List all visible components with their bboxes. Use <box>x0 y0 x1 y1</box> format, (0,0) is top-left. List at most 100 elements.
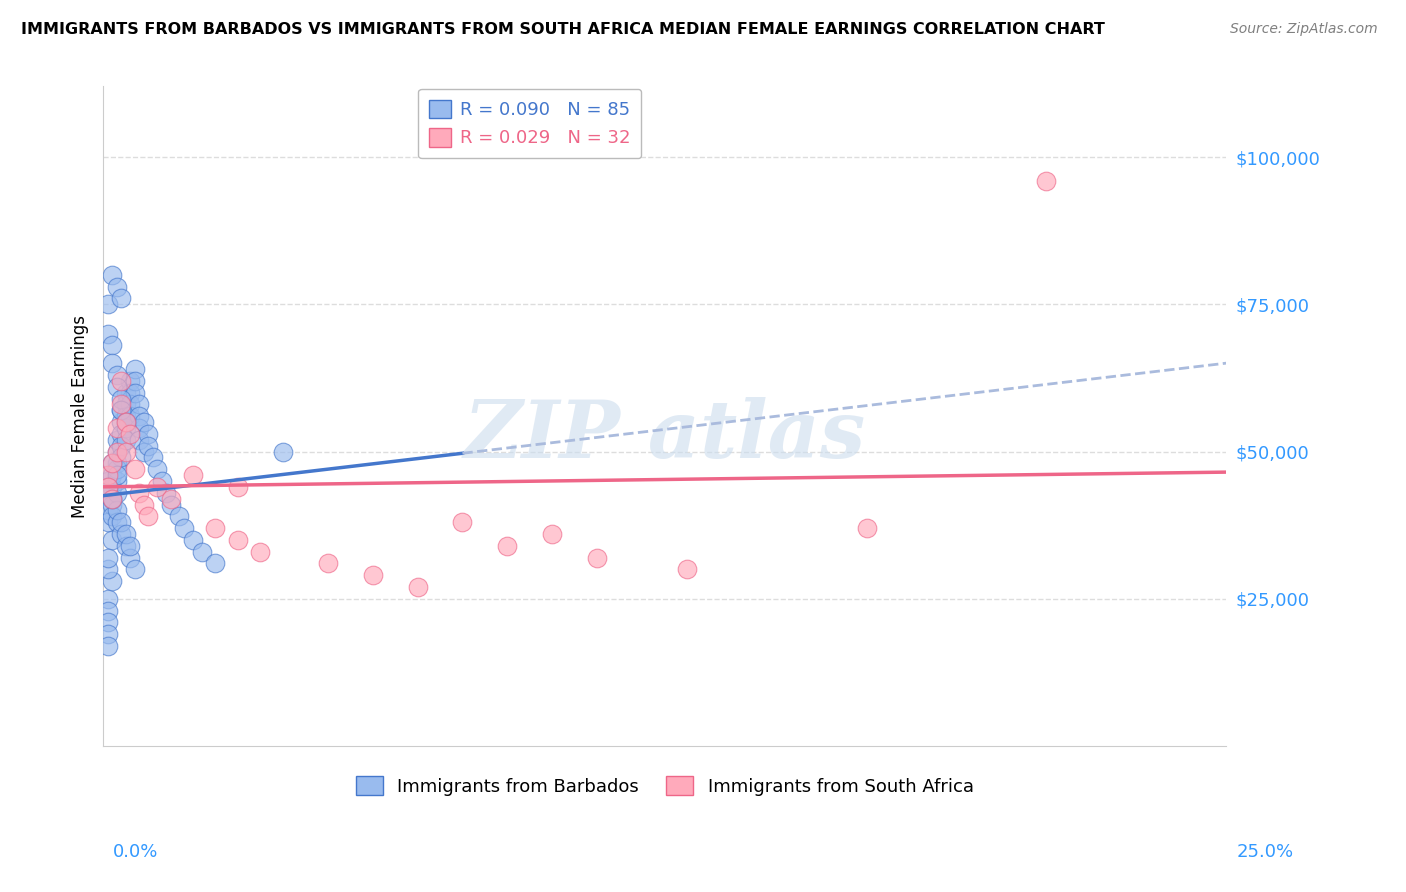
Point <box>271 444 294 458</box>
Point <box>128 485 150 500</box>
Point <box>97 515 120 529</box>
Point <box>496 539 519 553</box>
Text: 0.0%: 0.0% <box>112 843 157 861</box>
Point <box>120 409 142 424</box>
Point <box>110 439 132 453</box>
Point <box>110 515 132 529</box>
Point <box>101 491 124 506</box>
Point <box>110 450 132 465</box>
Point <box>97 591 120 606</box>
Point <box>128 421 150 435</box>
Point <box>105 368 128 382</box>
Point <box>249 544 271 558</box>
Point <box>181 468 204 483</box>
Point <box>114 539 136 553</box>
Text: Source: ZipAtlas.com: Source: ZipAtlas.com <box>1230 22 1378 37</box>
Point <box>406 580 429 594</box>
Point <box>132 444 155 458</box>
Point <box>676 562 699 576</box>
Point <box>169 509 191 524</box>
Point <box>101 456 124 470</box>
Point <box>110 426 132 441</box>
Point <box>105 462 128 476</box>
Point <box>141 450 163 465</box>
Y-axis label: Median Female Earnings: Median Female Earnings <box>72 315 89 517</box>
Point <box>110 527 132 541</box>
Point <box>105 456 128 470</box>
Point <box>120 426 142 441</box>
Point <box>97 639 120 653</box>
Point <box>105 433 128 447</box>
Text: IMMIGRANTS FROM BARBADOS VS IMMIGRANTS FROM SOUTH AFRICA MEDIAN FEMALE EARNINGS : IMMIGRANTS FROM BARBADOS VS IMMIGRANTS F… <box>21 22 1105 37</box>
Point <box>120 539 142 553</box>
Point <box>124 362 146 376</box>
Point <box>101 468 124 483</box>
Point <box>204 521 226 535</box>
Point <box>97 468 120 483</box>
Point <box>136 439 159 453</box>
Point <box>97 550 120 565</box>
Point <box>128 397 150 411</box>
Point <box>136 426 159 441</box>
Point <box>181 533 204 547</box>
Point <box>114 385 136 400</box>
Point <box>110 374 132 388</box>
Point <box>155 485 177 500</box>
Point <box>128 433 150 447</box>
Point <box>191 544 214 558</box>
Point <box>110 292 132 306</box>
Text: ZIP atlas: ZIP atlas <box>464 397 866 475</box>
Point <box>97 615 120 630</box>
Point <box>114 397 136 411</box>
Point <box>110 403 132 417</box>
Point <box>105 474 128 488</box>
Point <box>226 480 249 494</box>
Point <box>105 444 128 458</box>
Point <box>105 503 128 517</box>
Point <box>451 515 474 529</box>
Point <box>97 480 120 494</box>
Point <box>97 562 120 576</box>
Text: 25.0%: 25.0% <box>1236 843 1294 861</box>
Point <box>114 527 136 541</box>
Point <box>136 509 159 524</box>
Point <box>586 550 609 565</box>
Point <box>101 491 124 506</box>
Point <box>124 462 146 476</box>
Point <box>97 627 120 641</box>
Point <box>114 415 136 429</box>
Point <box>114 433 136 447</box>
Point <box>105 485 128 500</box>
Point <box>146 480 169 494</box>
Point <box>110 403 132 417</box>
Point <box>97 474 120 488</box>
Point <box>361 568 384 582</box>
Point <box>159 491 181 506</box>
Point <box>316 557 339 571</box>
Point <box>132 498 155 512</box>
Point <box>110 392 132 406</box>
Point <box>101 509 124 524</box>
Point <box>101 456 124 470</box>
Point <box>101 574 124 588</box>
Point <box>101 533 124 547</box>
Legend: Immigrants from Barbados, Immigrants from South Africa: Immigrants from Barbados, Immigrants fro… <box>349 769 981 803</box>
Point <box>110 415 132 429</box>
Point <box>105 468 128 483</box>
Point <box>120 550 142 565</box>
Point <box>114 415 136 429</box>
Point <box>105 444 128 458</box>
Point <box>105 380 128 394</box>
Point <box>97 326 120 341</box>
Point <box>97 503 120 517</box>
Point <box>173 521 195 535</box>
Point <box>105 421 128 435</box>
Point <box>101 268 124 282</box>
Point <box>101 480 124 494</box>
Point <box>132 415 155 429</box>
Point <box>101 356 124 370</box>
Point <box>101 498 124 512</box>
Point <box>150 474 173 488</box>
Point <box>159 498 181 512</box>
Point <box>226 533 249 547</box>
